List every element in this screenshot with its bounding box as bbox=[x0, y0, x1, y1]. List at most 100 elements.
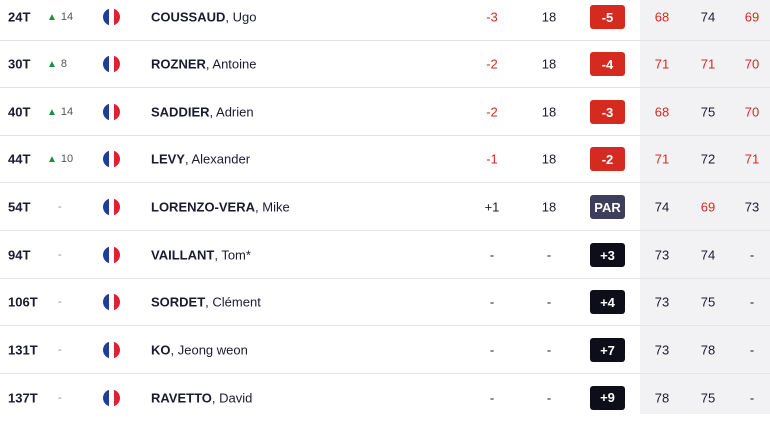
table-row[interactable]: 44T ▲ 10 LEVY, Alexander -1 18 -2 71 72 71 bbox=[0, 136, 770, 183]
up-arrow-icon: ▲ bbox=[47, 12, 57, 23]
round-2-score: 78 bbox=[700, 342, 716, 358]
player-last-name[interactable]: SADDIER bbox=[151, 104, 210, 120]
flag-stripe bbox=[108, 8, 115, 26]
name-separator: , bbox=[209, 104, 217, 120]
flag-stripe bbox=[108, 198, 115, 216]
round-3-score: - bbox=[749, 390, 755, 405]
france-flag-icon bbox=[103, 103, 120, 121]
france-flag-icon bbox=[103, 246, 120, 264]
score-badge: +9 bbox=[590, 385, 625, 410]
france-flag-icon bbox=[103, 8, 120, 26]
movement: ▲ 8 bbox=[47, 58, 87, 70]
position: 24T bbox=[8, 9, 31, 25]
round-2-score: 75 bbox=[700, 104, 716, 120]
up-arrow-icon: ▲ bbox=[47, 59, 57, 70]
round-3-score: 70 bbox=[744, 104, 760, 120]
player-last-name[interactable]: ROZNER bbox=[151, 56, 206, 72]
player-name[interactable]: LEVY, Alexander bbox=[151, 152, 250, 167]
round-2-score: 69 bbox=[700, 199, 716, 215]
table-row[interactable]: 40T ▲ 14 SADDIER, Adrien -2 18 -3 68 75 70 bbox=[0, 89, 770, 136]
flag-stripe bbox=[108, 246, 115, 264]
player-first-name[interactable]: Antoine bbox=[212, 56, 257, 72]
position: 137T bbox=[8, 390, 38, 405]
player-first-name[interactable]: Clément bbox=[212, 294, 261, 310]
position: 44T bbox=[8, 151, 31, 167]
player-name[interactable]: KO, Jeong weon bbox=[151, 343, 248, 358]
player-last-name[interactable]: LORENZO-VERA bbox=[151, 199, 255, 215]
table-row[interactable]: 94T - VAILLANT, Tom* - - +3 73 74 - bbox=[0, 232, 770, 279]
position: 131T bbox=[8, 342, 38, 358]
flag-stripe bbox=[114, 341, 120, 359]
table-row[interactable]: 131T - KO, Jeong weon - - +7 73 78 - bbox=[0, 327, 770, 374]
round-2-score: 75 bbox=[700, 390, 716, 405]
name-separator: , bbox=[214, 247, 222, 263]
france-flag-icon bbox=[103, 55, 120, 73]
movement-value: 8 bbox=[60, 58, 68, 70]
flag-stripe bbox=[103, 246, 109, 264]
flag-stripe bbox=[114, 8, 120, 26]
name-separator: , bbox=[170, 342, 178, 358]
player-first-name[interactable]: Ugo bbox=[232, 9, 257, 25]
player-first-name[interactable]: Jeong weon bbox=[177, 342, 248, 358]
france-flag-icon bbox=[103, 293, 120, 311]
flag-stripe bbox=[108, 293, 115, 311]
flag-stripe bbox=[108, 341, 115, 359]
total-to-par: -2 bbox=[486, 104, 498, 120]
score-badge: PAR bbox=[590, 195, 625, 219]
player-name[interactable]: SORDET, Clément bbox=[151, 295, 261, 310]
flag-stripe bbox=[108, 103, 115, 121]
player-last-name[interactable]: VAILLANT bbox=[151, 247, 215, 263]
movement: - bbox=[58, 344, 62, 356]
player-name[interactable]: SADDIER, Adrien bbox=[151, 105, 254, 120]
movement: ▲ 14 bbox=[47, 11, 87, 23]
player-first-name[interactable]: Mike bbox=[262, 199, 290, 215]
holes-thru: 18 bbox=[541, 151, 557, 167]
round-1-score: 68 bbox=[654, 104, 670, 120]
up-arrow-icon: ▲ bbox=[47, 107, 57, 118]
table-row[interactable]: 54T - LORENZO-VERA, Mike +1 18 PAR 74 69 73 bbox=[0, 184, 770, 231]
table-row[interactable]: 30T ▲ 8 ROZNER, Antoine -2 18 -4 71 71 70 bbox=[0, 41, 770, 88]
flag-stripe bbox=[114, 150, 120, 168]
table-row[interactable]: 137T - RAVETTO, David - - +9 78 75 - bbox=[0, 374, 770, 421]
movement: ▲ 10 bbox=[47, 153, 87, 165]
table-row[interactable]: 106T - SORDET, Clément - - +4 73 75 - bbox=[0, 279, 770, 326]
total-to-par: - bbox=[489, 342, 495, 358]
round-3-score: 73 bbox=[744, 199, 760, 215]
player-name[interactable]: LORENZO-VERA, Mike bbox=[151, 200, 290, 215]
player-last-name[interactable]: COUSSAUD bbox=[151, 9, 226, 25]
player-last-name[interactable]: LEVY bbox=[151, 151, 185, 167]
round-1-score: 73 bbox=[654, 247, 670, 263]
player-name[interactable]: COUSSAUD, Ugo bbox=[151, 10, 257, 25]
player-first-name[interactable]: Alexander bbox=[191, 151, 251, 167]
position: 106T bbox=[8, 294, 38, 310]
player-name[interactable]: VAILLANT, Tom* bbox=[151, 248, 251, 263]
player-last-name[interactable]: SORDET bbox=[151, 294, 206, 310]
player-name[interactable]: ROZNER, Antoine bbox=[151, 57, 257, 72]
flag-stripe bbox=[114, 103, 120, 121]
flag-stripe bbox=[103, 293, 109, 311]
holes-thru: - bbox=[546, 342, 552, 358]
player-last-name[interactable]: RAVETTO bbox=[151, 390, 212, 405]
movement-value: 14 bbox=[60, 106, 74, 118]
player-first-name[interactable]: David bbox=[219, 390, 253, 405]
total-to-par: -3 bbox=[486, 9, 498, 25]
player-name[interactable]: RAVETTO, David bbox=[151, 390, 252, 405]
round-1-score: 73 bbox=[654, 294, 670, 310]
round-1-score: 71 bbox=[654, 151, 670, 167]
france-flag-icon bbox=[103, 341, 120, 359]
holes-thru: 18 bbox=[541, 56, 557, 72]
round-3-score: 70 bbox=[744, 56, 760, 72]
table-row[interactable]: 24T ▲ 14 COUSSAUD, Ugo -3 18 -5 68 74 69 bbox=[0, 0, 770, 41]
score-badge: -5 bbox=[590, 5, 625, 29]
score-badge: -3 bbox=[590, 100, 625, 124]
round-2-score: 71 bbox=[700, 56, 716, 72]
flag-stripe bbox=[103, 198, 109, 216]
player-first-name[interactable]: Adrien bbox=[216, 104, 254, 120]
flag-stripe bbox=[103, 341, 109, 359]
score-badge: -2 bbox=[590, 147, 625, 171]
movement: - bbox=[58, 296, 62, 308]
name-separator: , bbox=[255, 199, 263, 215]
france-flag-icon bbox=[103, 198, 120, 216]
player-last-name[interactable]: KO bbox=[151, 342, 171, 358]
player-first-name[interactable]: Tom* bbox=[221, 247, 251, 263]
